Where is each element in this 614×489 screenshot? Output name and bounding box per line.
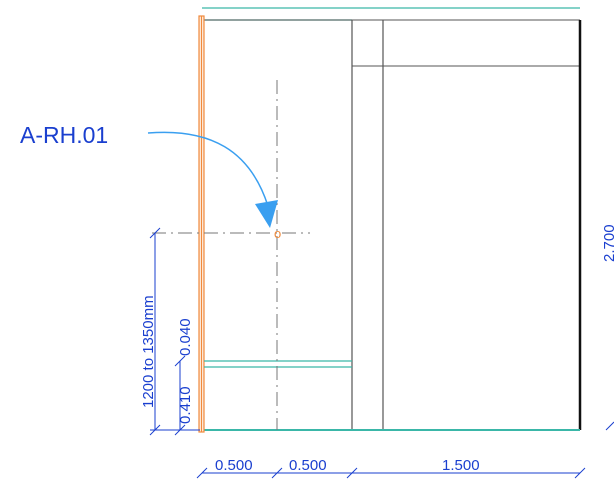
dimension-label-2: 0.500 — [289, 457, 327, 474]
orange-wall-section — [198, 15, 205, 433]
callout-leader — [147, 131, 278, 228]
horizontal-dimension-line — [196, 467, 586, 479]
dimension-label-3: 1.500 — [442, 457, 480, 474]
vertical-upper-label: 0.040 — [177, 318, 194, 356]
dimension-label-1: 0.500 — [215, 457, 253, 474]
height-dimension-tick — [605, 421, 614, 431]
base-teal-lines — [204, 360, 352, 368]
vertical-lower-label: 0.410 — [177, 386, 194, 424]
wall-frame — [204, 19, 582, 430]
center-lines — [152, 80, 310, 430]
vertical-range-label: 1200 to 1350mm — [140, 295, 157, 408]
height-dimension-label: 2.700 — [601, 224, 614, 262]
point-marker: o — [274, 226, 281, 241]
vertical-dimension-lines — [149, 227, 200, 436]
callout-tag: A-RH.01 — [20, 122, 108, 148]
